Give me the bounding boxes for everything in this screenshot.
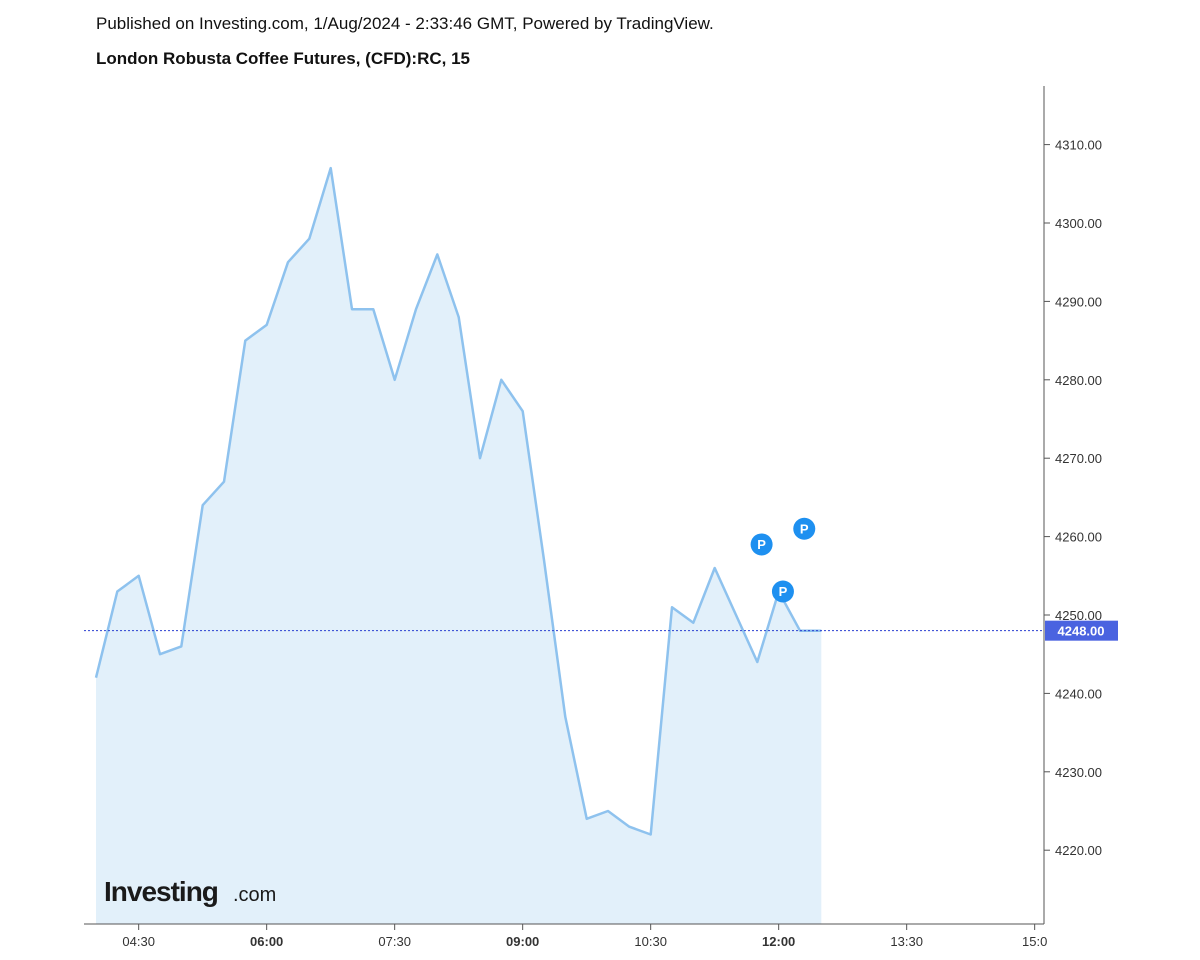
line-layer (94, 166, 822, 836)
y-tick-label: 4260.00 (1055, 530, 1102, 545)
x-tick-label: 12:00 (762, 934, 795, 949)
marker-circle (771, 580, 794, 603)
marker-1: P (750, 533, 773, 556)
y-tick-label: 4220.00 (1055, 843, 1102, 858)
marker-label: P (779, 584, 788, 599)
y-tick-label: 4240.00 (1055, 686, 1102, 701)
x-tick-label: 13:30 (890, 934, 923, 949)
y-tick-label: 4300.00 (1055, 216, 1102, 231)
marker-circle (750, 533, 773, 556)
last-price-label: 4248.00 (1058, 624, 1105, 639)
price-line (94, 166, 822, 836)
marker-label: P (757, 537, 766, 552)
marker-layer: P P P (750, 517, 816, 603)
y-tick-label: 4280.00 (1055, 373, 1102, 388)
area-layer (96, 168, 822, 925)
y-tick-label: 4250.00 (1055, 608, 1102, 623)
x-tick-label: 07:30 (378, 934, 411, 949)
price-area (96, 168, 822, 925)
logo-text: Investing (104, 876, 218, 907)
x-tick-label: 06:00 (250, 934, 283, 949)
y-axis-ticks: 4220.00 4230.00 4240.00 4250.00 4260.00 4270.… (1044, 138, 1102, 858)
marker-label: P (800, 521, 809, 536)
y-tick-label: 4290.00 (1055, 294, 1102, 309)
last-price-badge (1045, 620, 1118, 641)
y-tick-label: 4270.00 (1055, 451, 1102, 466)
x-tick-label: 04:30 (122, 934, 155, 949)
marker-3: P (771, 580, 794, 603)
published-note: Published on Investing.com, 1/Aug/2024 -… (96, 14, 714, 33)
investing-logo: Investing .com (104, 876, 276, 907)
marker-2: P (793, 517, 816, 540)
y-tick-label: 4230.00 (1055, 765, 1102, 780)
x-tick-label: 10:30 (634, 934, 667, 949)
chart-title: London Robusta Coffee Futures, (CFD):RC,… (96, 49, 470, 68)
last-price-layer: 4248.00 (84, 620, 1118, 641)
y-tick-label: 4310.00 (1055, 138, 1102, 153)
marker-circle (793, 517, 816, 540)
x-axis-ticks: 04:30 06:00 07:30 09:00 10:30 12:00 13:30 15:0 (122, 924, 1047, 949)
x-tick-label: 15:0 (1022, 934, 1047, 949)
x-tick-label: 09:00 (506, 934, 539, 949)
logo-suffix: .com (233, 884, 276, 906)
